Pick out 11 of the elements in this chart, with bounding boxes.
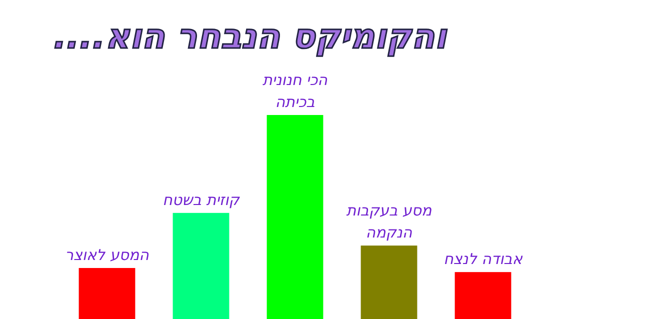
x-tick-label: אבודה לנצח [444,250,524,268]
bar [360,246,418,319]
bar [172,212,230,319]
x-tick-label: מסע בעקבות הנקמה [346,202,433,242]
x-tick-label: הכי חנונית בכיתה [262,71,328,111]
chart-title: והקומיקס הנבחר הוא.... [54,17,448,57]
bar [78,268,136,319]
bar [266,115,324,319]
x-tick-label: המסע לאוצר [65,246,150,264]
bar [454,272,512,319]
x-tick-label: קוזית בשטח [162,190,241,209]
